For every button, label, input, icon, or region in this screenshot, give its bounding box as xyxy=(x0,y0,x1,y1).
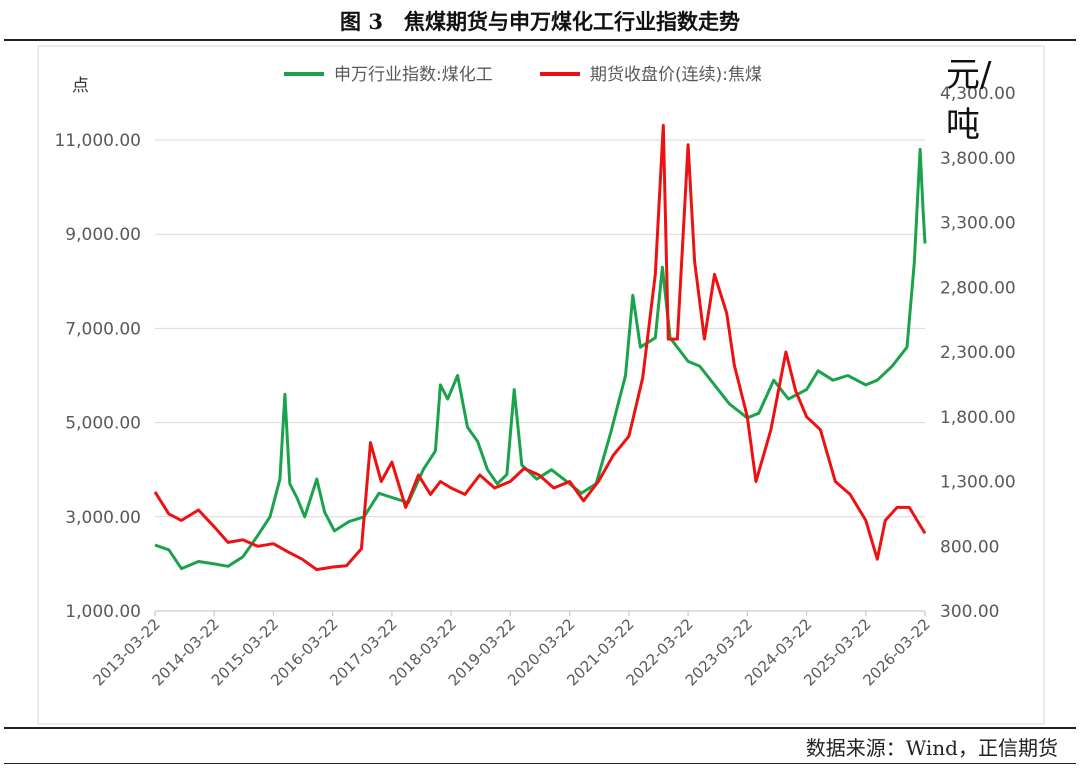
bottom-rule-2 xyxy=(4,763,1076,764)
title-rule xyxy=(4,39,1076,41)
x-axis-ticks: 2013-03-222014-03-222015-03-222016-03-22… xyxy=(89,611,934,689)
plot-frame xyxy=(37,45,1045,725)
left-tick-label: 7,000.00 xyxy=(65,319,141,339)
right-axis-unit-line1: 元/ xyxy=(946,55,992,95)
right-axis-unit-line2: 吨 xyxy=(946,105,980,145)
legend-label-green: 申万行业指数:煤化工 xyxy=(334,65,493,85)
figure-title: 图 3 焦煤期货与申万煤化工行业指数走势 xyxy=(340,9,740,34)
right-axis-ticks: 300.00 800.00 1,300.00 1,800.00 2,300.00 2,80… xyxy=(940,84,1016,622)
right-tick-label: 3,800.00 xyxy=(940,149,1016,169)
right-tick-label: 2,800.00 xyxy=(940,278,1016,298)
right-tick-label: 300.00 xyxy=(940,602,999,622)
right-tick-label: 4,300.00 xyxy=(940,84,1016,104)
right-tick-label: 2,300.00 xyxy=(940,343,1016,363)
series-line-coking-coal-futures xyxy=(153,123,927,572)
right-tick-label: 1,300.00 xyxy=(940,473,1016,493)
left-axis-unit: 点 xyxy=(72,76,89,96)
left-tick-label: 11,000.00 xyxy=(54,131,141,151)
bottom-rule xyxy=(4,727,1076,729)
left-axis-ticks: 1,000.00 3,000.00 5,000.00 7,000.00 9,000.00… xyxy=(54,131,141,622)
left-tick-label: 3,000.00 xyxy=(65,508,141,528)
left-tick-label: 5,000.00 xyxy=(65,414,141,434)
legend-label-red: 期货收盘价(连续):焦煤 xyxy=(590,65,762,85)
legend: 申万行业指数:煤化工 期货收盘价(连续):焦煤 xyxy=(284,65,762,85)
left-tick-label: 1,000.00 xyxy=(65,602,141,622)
left-tick-label: 9,000.00 xyxy=(65,225,141,245)
gridlines xyxy=(155,139,925,612)
series-line-coal-chemical-index xyxy=(154,147,927,571)
right-tick-label: 1,800.00 xyxy=(940,408,1016,428)
data-source: 数据来源：Wind，正信期货 xyxy=(805,736,1058,760)
series-lines xyxy=(153,123,927,572)
right-tick-label: 800.00 xyxy=(940,537,999,557)
right-tick-label: 3,300.00 xyxy=(940,214,1016,234)
